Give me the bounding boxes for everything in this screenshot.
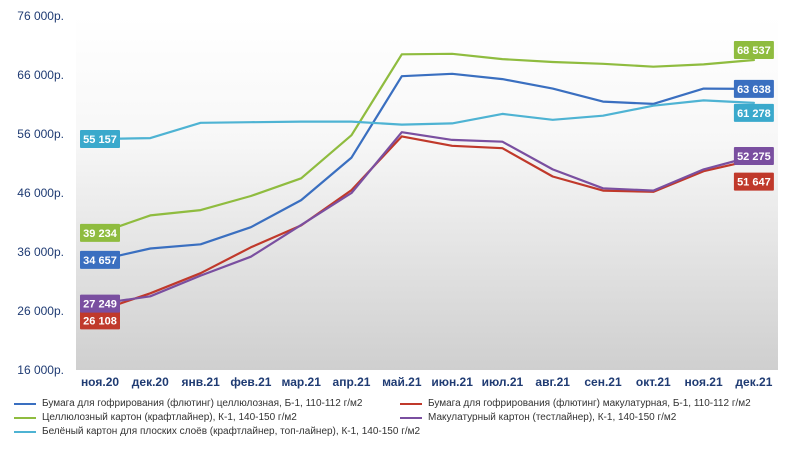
legend-swatch bbox=[14, 402, 36, 405]
data-label-box bbox=[733, 172, 774, 191]
y-tick-label: 26 000р. bbox=[17, 304, 64, 318]
series-line-2 bbox=[98, 135, 756, 312]
legend-item: Белёный картон для плоских слоёв (крафтл… bbox=[14, 426, 420, 437]
data-label-start: 39 234 bbox=[80, 223, 120, 242]
x-tick-label: ноя.21 bbox=[685, 375, 723, 389]
data-label-text: 39 234 bbox=[83, 228, 118, 240]
legend-label: Целлюлозный картон (крафтлайнер), К-1, 1… bbox=[42, 412, 297, 423]
legend-label: Макулатурный картон (тестлайнер), К-1, 1… bbox=[428, 412, 677, 423]
legend-label: Бумага для гофрирования (флютинг) макула… bbox=[428, 398, 751, 409]
data-label-end: 61 278 bbox=[733, 103, 774, 122]
y-tick-label: 76 000р. bbox=[17, 9, 64, 23]
data-label-end: 68 537 bbox=[733, 41, 774, 60]
x-tick-label: апр.21 bbox=[333, 375, 371, 389]
data-label-box bbox=[733, 79, 774, 98]
legend-label: Бумага для гофрирования (флютинг) целлюл… bbox=[42, 398, 363, 409]
data-label-text: 26 108 bbox=[83, 315, 117, 327]
y-axis: 16 000р. 26 000р. 36 000р. 46 000р. 56 000р.… bbox=[17, 9, 64, 377]
data-label-start: 55 157 bbox=[80, 129, 120, 148]
legend-item: Макулатурный картон (тестлайнер), К-1, 1… bbox=[400, 412, 676, 423]
data-label-text: 51 647 bbox=[737, 177, 771, 189]
data-label-end: 52 275 bbox=[733, 146, 774, 165]
data-label-text: 68 537 bbox=[737, 45, 771, 57]
legend-label: Белёный картон для плоских слоёв (крафтл… bbox=[42, 426, 421, 437]
data-label-text: 63 638 bbox=[737, 84, 771, 96]
data-label-start: 34 657 bbox=[80, 250, 120, 269]
data-label-end: 63 638 bbox=[733, 79, 774, 98]
x-tick-label: дек.21 bbox=[735, 375, 772, 389]
x-tick-label: дек.20 bbox=[132, 375, 169, 389]
y-tick-label: 46 000р. bbox=[17, 186, 64, 200]
series-line-5 bbox=[98, 99, 756, 141]
x-tick-label: июн.21 bbox=[431, 375, 473, 389]
x-tick-label: ноя.20 bbox=[81, 375, 119, 389]
y-tick-label: 36 000р. bbox=[17, 245, 64, 259]
data-label-box bbox=[733, 41, 774, 60]
y-tick-label: 16 000р. bbox=[17, 363, 64, 377]
series-lines bbox=[98, 52, 756, 312]
data-label-box bbox=[80, 129, 120, 148]
legend-swatch bbox=[14, 416, 36, 419]
data-label-box bbox=[733, 146, 774, 165]
y-tick-label: 66 000р. bbox=[17, 68, 64, 82]
legend-item: Целлюлозный картон (крафтлайнер), К-1, 1… bbox=[14, 412, 297, 423]
series-line-1 bbox=[98, 72, 756, 261]
data-label-box bbox=[80, 250, 120, 269]
legend-swatch bbox=[14, 430, 36, 433]
data-label-box bbox=[80, 311, 120, 330]
x-tick-label: мар.21 bbox=[281, 375, 321, 389]
x-tick-label: янв.21 bbox=[181, 375, 220, 389]
data-label-text: 34 657 bbox=[83, 255, 117, 267]
x-axis: ноя.20 дек.20 янв.21 фев.21 мар.21 апр.21 май.… bbox=[81, 375, 773, 389]
data-label-text: 27 249 bbox=[83, 299, 117, 311]
legend-swatch bbox=[400, 416, 422, 419]
x-tick-label: авг.21 bbox=[535, 375, 570, 389]
data-label-start: 27 249 bbox=[80, 294, 120, 313]
data-label-start: 26 108 bbox=[80, 311, 120, 330]
series-line-4 bbox=[98, 131, 756, 305]
data-label-text: 61 278 bbox=[737, 108, 771, 120]
data-label-text: 55 157 bbox=[83, 134, 117, 146]
data-label-box bbox=[80, 294, 120, 313]
x-tick-label: окт.21 bbox=[636, 375, 671, 389]
legend-item: Бумага для гофрирования (флютинг) целлюл… bbox=[14, 398, 362, 409]
series-labels: 34 657 63 638 26 108 51 647 39 234 68 537 27 2… bbox=[80, 41, 774, 330]
x-tick-label: фев.21 bbox=[230, 375, 271, 389]
plot-area bbox=[76, 16, 778, 370]
y-tick-label: 56 000р. bbox=[17, 127, 64, 141]
data-label-box bbox=[80, 223, 120, 242]
legend-item: Бумага для гофрирования (флютинг) макула… bbox=[400, 398, 751, 409]
legend-swatch bbox=[400, 402, 422, 405]
data-label-text: 52 275 bbox=[737, 151, 771, 163]
x-tick-label: июл.21 bbox=[482, 375, 524, 389]
x-tick-label: сен.21 bbox=[584, 375, 622, 389]
data-label-end: 51 647 bbox=[733, 172, 774, 191]
series-line-3 bbox=[98, 52, 756, 234]
data-label-box bbox=[733, 103, 774, 122]
x-tick-label: май.21 bbox=[382, 375, 422, 389]
